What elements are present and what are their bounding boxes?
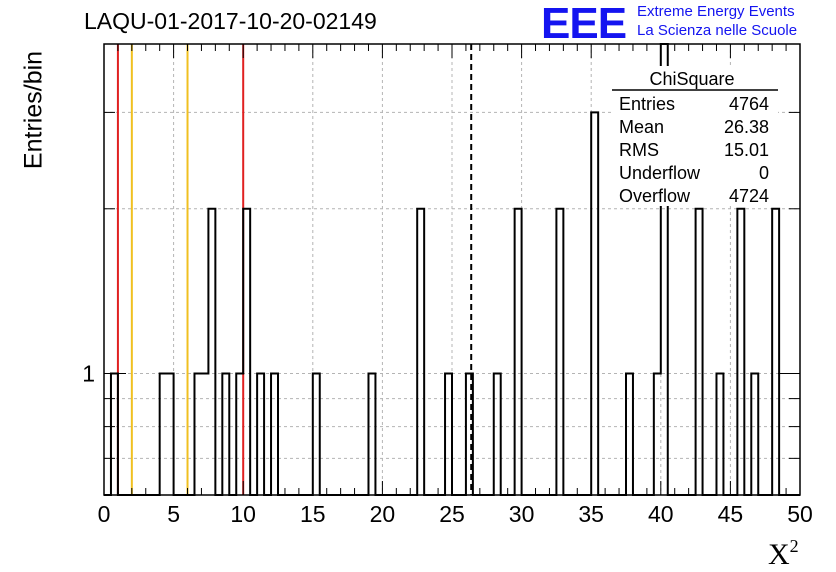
stats-row-label: Underflow <box>619 163 701 183</box>
stats-row-value: 0 <box>759 163 769 183</box>
axes: 0 5 10 15 20 25 30 35 40 45 50 1 <box>82 43 813 527</box>
logo-caption-line1: Extreme Energy Events <box>637 3 795 20</box>
stats-title: ChiSquare <box>649 69 734 89</box>
y-tick-label: 1 <box>82 361 95 387</box>
x-axis-label-base: X <box>768 538 790 571</box>
x-tick-label: 10 <box>230 501 256 527</box>
x-tick-label: 40 <box>648 501 674 527</box>
stats-row-value: 15.01 <box>724 140 769 160</box>
x-tick-label: 45 <box>718 501 744 527</box>
stats-box: ChiSquare Entries 4764 Mean 26.38 RMS 15.01 Und… <box>612 66 778 206</box>
eee-logo: EEE <box>541 0 627 48</box>
x-tick-label: 5 <box>167 501 180 527</box>
x-tick-label: 25 <box>439 501 465 527</box>
x-axis-label-superscript: 2 <box>789 536 799 556</box>
stats-row-value: 4724 <box>729 186 769 206</box>
x-tick-label: 50 <box>787 501 813 527</box>
x-tick-label: 30 <box>509 501 535 527</box>
x-tick-label: 0 <box>98 501 111 527</box>
logo-caption-line2: La Scienza nelle Scuole <box>637 22 798 39</box>
x-tick-label: 15 <box>300 501 326 527</box>
x-tick-label: 35 <box>578 501 604 527</box>
stats-row-value: 26.38 <box>724 117 769 137</box>
marker-lines <box>116 44 473 495</box>
stats-row-label: Mean <box>619 117 664 137</box>
stats-row-label: RMS <box>619 140 659 160</box>
stats-row-value: 4764 <box>729 94 769 114</box>
chart-title: LAQU-01-2017-10-20-02149 <box>84 8 377 34</box>
x-tick-label: 20 <box>370 501 396 527</box>
stats-row-label: Overflow <box>619 186 691 206</box>
x-axis-label: X2 <box>768 536 799 572</box>
stats-row-label: Entries <box>619 94 675 114</box>
